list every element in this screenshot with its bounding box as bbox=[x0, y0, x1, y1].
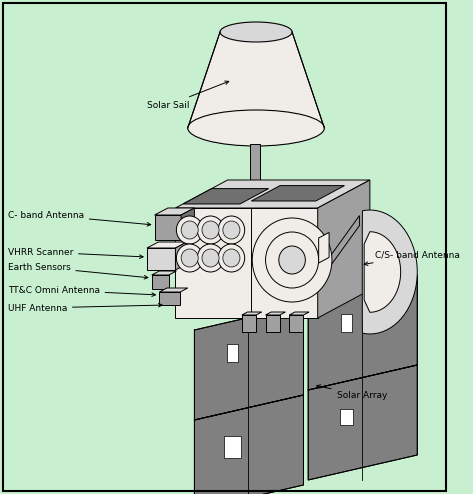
Circle shape bbox=[223, 221, 240, 239]
Circle shape bbox=[252, 218, 332, 302]
Circle shape bbox=[223, 249, 240, 267]
Circle shape bbox=[197, 216, 224, 244]
Polygon shape bbox=[265, 315, 280, 332]
Polygon shape bbox=[289, 315, 304, 332]
Circle shape bbox=[202, 221, 219, 239]
Polygon shape bbox=[323, 215, 359, 277]
Circle shape bbox=[218, 216, 245, 244]
Polygon shape bbox=[194, 305, 304, 420]
Polygon shape bbox=[175, 242, 187, 270]
Circle shape bbox=[176, 244, 203, 272]
Circle shape bbox=[279, 246, 306, 274]
Polygon shape bbox=[155, 208, 194, 215]
Polygon shape bbox=[152, 275, 169, 289]
Text: UHF Antenna: UHF Antenna bbox=[8, 303, 162, 313]
Polygon shape bbox=[188, 32, 324, 128]
Circle shape bbox=[265, 232, 319, 288]
Polygon shape bbox=[251, 186, 344, 201]
Text: C/S- band Antenna: C/S- band Antenna bbox=[364, 250, 459, 265]
Circle shape bbox=[181, 249, 198, 267]
Circle shape bbox=[218, 244, 245, 272]
Polygon shape bbox=[181, 208, 194, 240]
Bar bbox=[340, 409, 353, 425]
Polygon shape bbox=[250, 144, 260, 208]
Ellipse shape bbox=[220, 22, 292, 42]
Polygon shape bbox=[159, 292, 180, 305]
Polygon shape bbox=[152, 271, 176, 275]
Text: Solar Sail: Solar Sail bbox=[147, 81, 229, 110]
Polygon shape bbox=[308, 275, 417, 390]
Polygon shape bbox=[242, 312, 262, 315]
Polygon shape bbox=[318, 180, 370, 318]
Bar bbox=[224, 436, 241, 458]
Polygon shape bbox=[362, 210, 417, 334]
Polygon shape bbox=[183, 189, 269, 204]
Polygon shape bbox=[194, 395, 304, 494]
Circle shape bbox=[181, 221, 198, 239]
Polygon shape bbox=[265, 312, 286, 315]
Text: Earth Sensors: Earth Sensors bbox=[8, 262, 148, 279]
Bar bbox=[341, 314, 352, 332]
Polygon shape bbox=[147, 248, 175, 270]
Polygon shape bbox=[175, 180, 370, 208]
Text: VHRR Scanner: VHRR Scanner bbox=[8, 247, 143, 258]
Polygon shape bbox=[159, 288, 188, 292]
Polygon shape bbox=[319, 232, 329, 263]
Text: Solar Array: Solar Array bbox=[317, 385, 387, 400]
Polygon shape bbox=[308, 365, 417, 480]
Polygon shape bbox=[155, 215, 181, 240]
Circle shape bbox=[176, 216, 203, 244]
Polygon shape bbox=[147, 242, 187, 248]
Polygon shape bbox=[289, 312, 309, 315]
Text: C- band Antenna: C- band Antenna bbox=[8, 210, 151, 226]
Circle shape bbox=[202, 249, 219, 267]
Ellipse shape bbox=[188, 110, 324, 146]
Polygon shape bbox=[175, 208, 318, 318]
Text: TT&C Omni Antenna: TT&C Omni Antenna bbox=[8, 286, 156, 296]
Polygon shape bbox=[364, 232, 401, 312]
Polygon shape bbox=[242, 315, 256, 332]
Bar bbox=[227, 344, 238, 362]
Circle shape bbox=[197, 244, 224, 272]
